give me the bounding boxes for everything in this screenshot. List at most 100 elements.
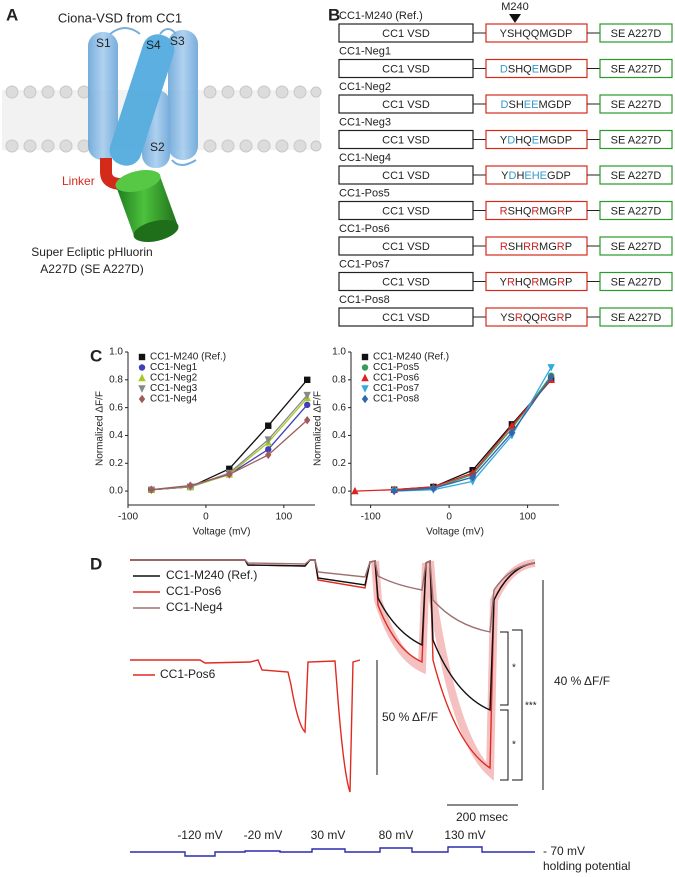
linker-label: Linker: [62, 174, 95, 188]
residues: HQ: [515, 134, 532, 146]
holding-voltage: - 70 mV: [543, 844, 585, 858]
legend-marker: [361, 385, 369, 393]
y-axis-label: Normalized ΔF/F: [313, 391, 324, 466]
residues: R: [531, 205, 539, 217]
residues: EE: [524, 99, 539, 111]
axes: [350, 352, 559, 506]
fp-label: SE A227D: [611, 205, 662, 217]
vsd-label: CC1 VSD: [382, 170, 430, 182]
voltage-protocol: [130, 846, 535, 857]
panel-a-title: Ciona-VSD from CC1: [58, 10, 182, 25]
legend-label: CC1-Pos6: [160, 667, 216, 681]
segment-label: S4: [146, 38, 161, 52]
segment-label: S2: [150, 140, 165, 154]
legend-marker: [138, 394, 146, 404]
residues: P: [565, 205, 572, 217]
residues: R: [531, 276, 539, 288]
fp-label: SE A227D: [611, 63, 662, 75]
residues: MG: [539, 276, 557, 288]
step-label: -20 mV: [244, 828, 283, 842]
legend-label: CC1-Pos6: [166, 584, 222, 598]
point: [265, 422, 272, 429]
marker-arrow: [509, 14, 521, 23]
vsd-label: CC1 VSD: [382, 205, 430, 217]
step-label: -120 mV: [177, 828, 222, 842]
x-axis-label: Voltage (mV): [426, 527, 484, 538]
step-label: 130 mV: [444, 828, 485, 842]
legend-label: CC1-Pos8: [373, 394, 420, 405]
residues: MGDP: [539, 134, 572, 146]
x-tick-label: 100: [519, 512, 536, 523]
linker-sequence: YSHQQMGDP: [500, 28, 573, 40]
residues: MGDP: [539, 63, 572, 75]
point: [303, 391, 311, 400]
x-tick-label: 0: [446, 512, 452, 523]
residues: R: [557, 205, 565, 217]
y-tick-label: 0.2: [109, 458, 123, 469]
y-tick-label: 1.0: [332, 347, 346, 358]
construct-name: CC1-Pos8: [339, 294, 390, 306]
constructs: CC1-M240 (Ref.)CC1 VSD YSHQQMGDP SE A227DC…: [338, 10, 673, 327]
construct-name: CC1-Pos7: [339, 258, 390, 270]
residues: R: [500, 241, 508, 253]
vsd-label: CC1 VSD: [382, 241, 430, 253]
fp-box: [599, 58, 673, 79]
scale-label: 40 % ΔF/F: [554, 674, 610, 688]
residues: QQ: [523, 312, 541, 324]
significance: *: [512, 740, 516, 751]
residues: H: [516, 170, 524, 182]
legend-label: CC1-M240 (Ref.): [166, 568, 257, 582]
x-tick-label: 100: [275, 512, 292, 523]
fp-box: [599, 200, 673, 221]
residues: SHQ: [508, 205, 532, 217]
residues: R: [500, 205, 508, 217]
y-axis-label: Normalized ΔF/F: [95, 391, 106, 466]
fp-label: SE A227D: [611, 241, 662, 253]
point: [468, 478, 477, 486]
y-tick-label: 0.8: [109, 374, 123, 385]
fp-cylinder: [115, 169, 179, 243]
residues: MG: [539, 241, 557, 253]
panel-label: B: [328, 5, 340, 24]
residues: RR: [523, 241, 539, 253]
fp-box: [599, 271, 673, 292]
y-tick-label: 0.2: [332, 458, 346, 469]
point: [508, 421, 516, 429]
legend-label: CC1-Neg4: [150, 394, 198, 405]
x-tick-label: -100: [361, 512, 381, 523]
residues: EHE: [524, 170, 547, 182]
point: [547, 372, 555, 382]
construct-name: CC1-Pos6: [339, 223, 390, 235]
residues: MG: [539, 205, 557, 217]
legend-marker: [361, 364, 369, 371]
fp-label: A227D (SE A227D): [40, 262, 143, 276]
vsd-label: CC1 VSD: [382, 134, 430, 146]
series-line: [354, 379, 552, 492]
point: [148, 485, 155, 494]
vsd-helices: [88, 27, 198, 168]
legend-label: CC1-Pos6: [373, 373, 420, 384]
point: [304, 401, 311, 409]
y-tick-label: 0.0: [332, 486, 346, 497]
fp-box: [599, 94, 673, 114]
vsd-label: CC1 VSD: [382, 63, 430, 75]
segment-label: S1: [96, 36, 111, 50]
legend-label: CC1-Pos5: [373, 362, 420, 373]
fp-label: SE A227D: [611, 99, 662, 111]
legend-label: CC1-Neg2: [150, 373, 198, 384]
linker-sequence: YSRQQRGRP: [500, 312, 572, 324]
linker-sequence: RSHQRMGRP: [500, 205, 573, 217]
residues: R: [557, 276, 565, 288]
linker-sequence: DSHQEMGDP: [500, 63, 572, 75]
residues: P: [564, 312, 571, 324]
traces: [130, 559, 536, 793]
segment-label: S3: [170, 34, 185, 48]
position-marker: M240: [501, 1, 529, 13]
fp-box: [599, 23, 673, 43]
residues: R: [556, 312, 564, 324]
panel-label: D: [90, 554, 102, 573]
point: [226, 470, 233, 479]
step-label: 80 mV: [379, 828, 414, 842]
fp-label: Super Ecliptic pHluorin: [31, 245, 152, 259]
